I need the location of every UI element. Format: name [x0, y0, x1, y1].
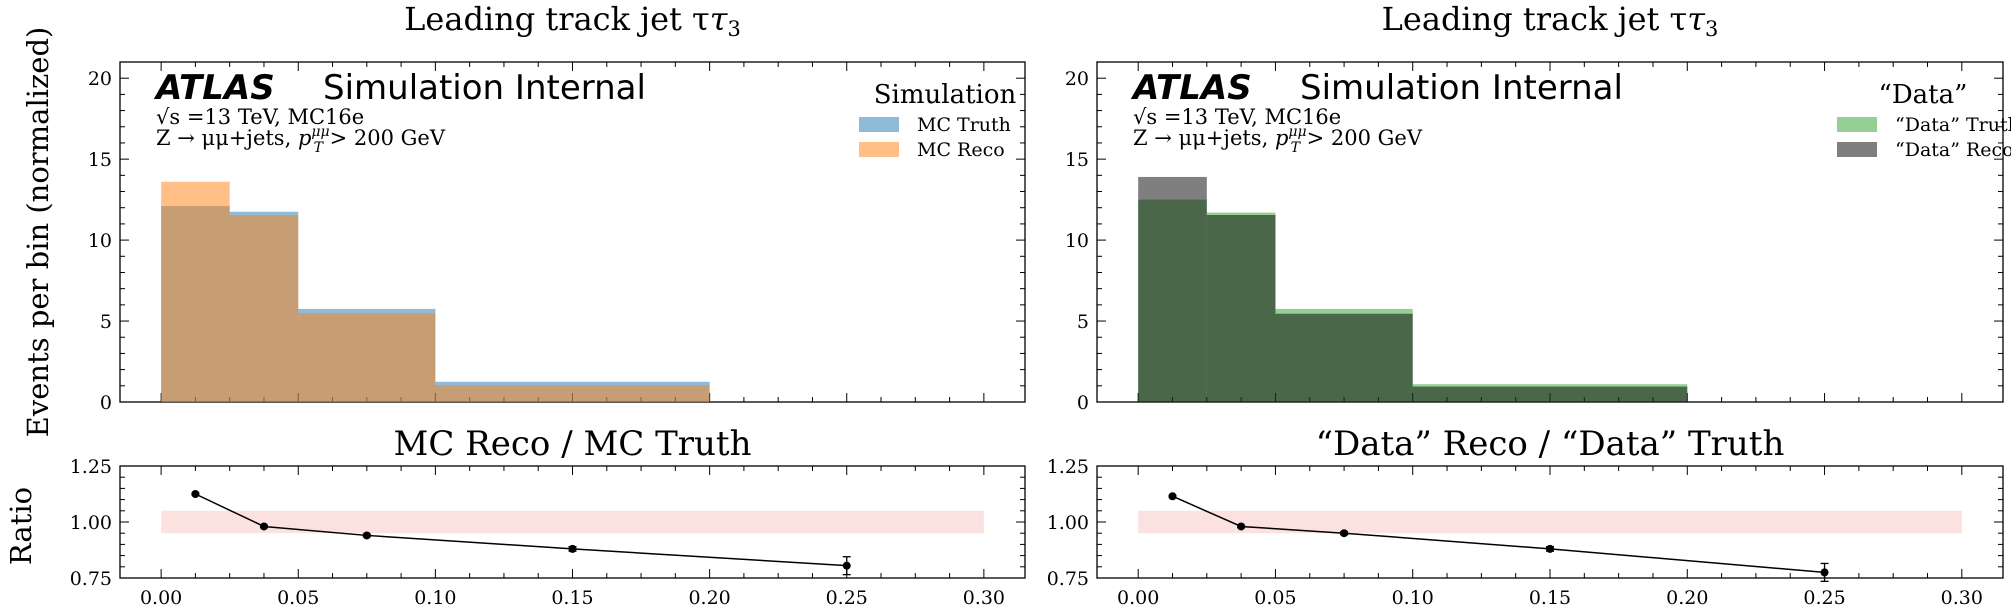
ylabel-main: Events per bin (normalized): [21, 27, 55, 438]
legend-label: MC Reco: [917, 139, 1005, 161]
panel-title: Leading track jet ττ3: [404, 0, 741, 41]
ratio-point: [1168, 492, 1177, 501]
x-tick-label: 0.10: [1392, 587, 1434, 609]
y-tick-label: 1.25: [1047, 456, 1089, 478]
x-tick-label: 0.05: [277, 587, 319, 609]
histogram-bar: [1138, 176, 1207, 402]
x-tick-label: 0.30: [963, 587, 1005, 609]
y-tick-label: 1.00: [1047, 512, 1089, 534]
ratio-point: [1546, 544, 1554, 553]
ratio-point: [191, 490, 200, 498]
panel-main-left: Leading track jet ττ3 0 5 10 15 20 ATLAS Simula…: [88, 0, 1026, 414]
ratio-point: [1340, 529, 1349, 538]
x-tick-label: 0.05: [1254, 587, 1296, 609]
histogram-bar: [1275, 313, 1413, 402]
legend-swatch: [859, 142, 899, 157]
y-tick-label: 20: [1065, 68, 1089, 90]
histogram-bar: [1206, 215, 1276, 402]
histogram-bar: [161, 181, 230, 402]
reference-band: [161, 510, 984, 534]
x-tick-label: 0.10: [414, 587, 456, 609]
reference-band: [1138, 510, 1962, 534]
ratio-point: [842, 561, 851, 570]
atlas-label: ATLAS: [1130, 68, 1252, 108]
x-tick-label: 0.20: [688, 587, 730, 609]
y-tick-label: 0.75: [70, 568, 112, 590]
panel-ratio-left: MC Reco / MC Truth 0.75 1.00 1.25 0.00 0.05 0.…: [70, 424, 1026, 609]
legend-swatch: [1837, 142, 1877, 157]
histogram-bar: [298, 312, 436, 402]
ratio-point: [1237, 522, 1246, 531]
y-tick-label: 10: [88, 230, 112, 252]
ratio-point: [1820, 568, 1829, 577]
ylabel-ratio: Ratio: [4, 487, 38, 565]
y-tick-label: 0.75: [1047, 568, 1089, 590]
legend-title: Simulation: [874, 80, 1017, 110]
selection-text: Z → μμ+jets, pμμ T > 200 GeV: [156, 124, 446, 156]
panel-title: MC Reco / MC Truth: [394, 424, 752, 464]
y-tick-label: 5: [100, 311, 112, 333]
y-tick-label: 5: [1077, 311, 1089, 333]
y-tick-label: 0: [1077, 392, 1089, 414]
legend-title: “Data”: [1879, 80, 1968, 110]
legend-label: “Data” Reco: [1895, 139, 2011, 161]
legend-swatch: [859, 117, 899, 132]
y-tick-label: 15: [88, 149, 112, 171]
ratio-line: [1172, 495, 1825, 574]
panel-title: Leading track jet ττ3: [1382, 0, 1719, 41]
ratio-point: [568, 544, 577, 553]
x-tick-label: 0.25: [1803, 587, 1845, 609]
x-tick-label: 0.20: [1666, 587, 1708, 609]
ratio-point: [362, 531, 371, 540]
y-tick-label: 10: [1065, 230, 1089, 252]
energy-text: √s =13 TeV, MC16e: [1133, 105, 1341, 129]
atlas-suffix: Simulation Internal: [1300, 68, 1623, 108]
y-tick-label: 0: [100, 392, 112, 414]
legend-swatch: [1837, 117, 1877, 132]
x-tick-label: 0.00: [140, 587, 182, 609]
y-tick-label: 20: [88, 68, 112, 90]
panel-ratio-right: “Data” Reco / “Data” Truth 0.75 1.00 1.25 0.…: [1047, 424, 2004, 609]
panel-title: “Data” Reco / “Data” Truth: [1316, 424, 1785, 464]
x-tick-label: 0.25: [826, 587, 868, 609]
legend-label: MC Truth: [917, 114, 1011, 136]
x-tick-label: 0.15: [551, 587, 593, 609]
ratio-point: [259, 522, 268, 531]
x-tick-label: 0.15: [1529, 587, 1571, 609]
selection-text: Z → μμ+jets, pμμ T > 200 GeV: [1133, 124, 1423, 156]
histogram-bar: [229, 215, 299, 402]
histogram-bar: [1412, 386, 1688, 402]
y-tick-label: 15: [1065, 149, 1089, 171]
energy-text: √s =13 TeV, MC16e: [156, 105, 364, 129]
y-tick-label: 1.25: [70, 456, 112, 478]
y-tick-label: 1.00: [70, 512, 112, 534]
legend-label: “Data” Truth: [1895, 114, 2011, 136]
histogram-bar: [435, 385, 710, 402]
atlas-suffix: Simulation Internal: [323, 68, 646, 108]
atlas-label: ATLAS: [153, 68, 275, 108]
panel-main-right: Leading track jet ττ3 0 5 10 15 20 ATLAS Simula…: [1065, 0, 2011, 414]
x-tick-label: 0.30: [1941, 587, 1983, 609]
x-tick-label: 0.00: [1117, 587, 1159, 609]
